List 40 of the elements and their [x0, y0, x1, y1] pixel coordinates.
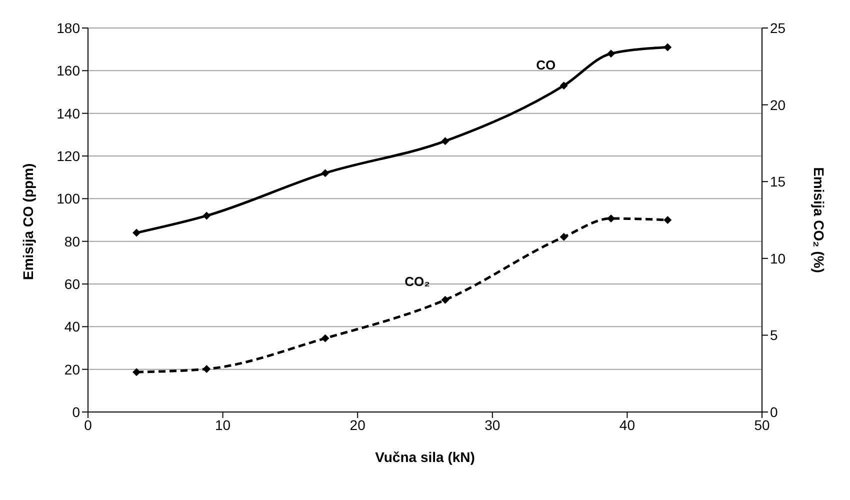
x-tick-label: 0: [84, 416, 92, 433]
y-tick-label: 100: [56, 190, 80, 207]
y2-tick-label: 15: [770, 174, 786, 190]
x-axis-title: Vučna sila (kN): [375, 449, 475, 465]
y2-tick-label: 25: [770, 20, 786, 36]
point: [441, 137, 450, 146]
point: [132, 368, 141, 376]
y2-tick-label: 5: [770, 327, 778, 344]
y-tick-label: 0: [72, 404, 80, 420]
y-tick-label: 160: [56, 62, 80, 79]
y-tick-label: 80: [64, 233, 80, 250]
x-tick-label: 20: [350, 416, 366, 433]
x-tick-label: 40: [619, 416, 636, 433]
y-tick-label: 60: [64, 276, 80, 292]
series-label: CO₂: [404, 274, 430, 289]
point: [321, 334, 330, 342]
y2-tick-label: 10: [770, 250, 786, 266]
point: [664, 216, 672, 224]
point: [441, 296, 450, 304]
point: [607, 50, 616, 58]
point: [560, 232, 568, 241]
y2-tick-label: 0: [770, 404, 778, 420]
y-tick-label: 40: [64, 318, 80, 335]
point: [202, 364, 211, 373]
series-label: CO: [536, 58, 556, 73]
point: [202, 212, 211, 220]
y2-tick-label: 20: [770, 96, 786, 113]
x-tick-label: 50: [754, 416, 770, 433]
y2-axis-title: Emisija CO₂ (%): [811, 167, 827, 273]
point: [132, 228, 141, 237]
y-axis-title: Emisija CO (ppm): [20, 163, 36, 280]
point: [664, 43, 672, 52]
x-tick-label: 10: [215, 416, 231, 433]
y-tick-label: 180: [56, 20, 80, 36]
y-tick-label: 140: [56, 105, 80, 122]
x-tick-label: 30: [484, 416, 500, 433]
point: [560, 82, 568, 90]
y-tick-label: 120: [56, 148, 80, 164]
y-tick-label: 20: [64, 361, 80, 378]
point: [321, 169, 330, 178]
